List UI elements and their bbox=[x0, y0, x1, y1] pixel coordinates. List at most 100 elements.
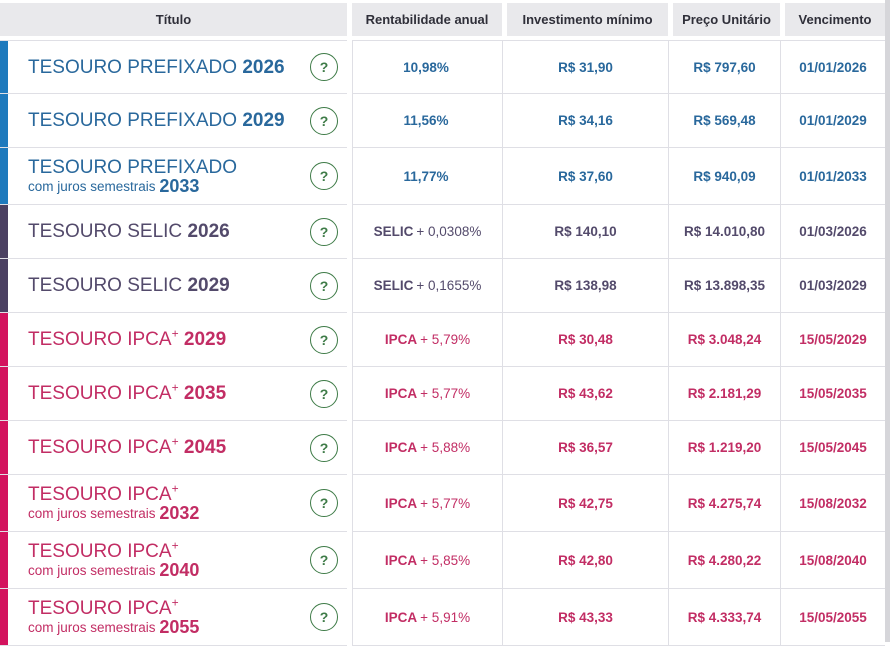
min-investment-cell: R$ 138,98 bbox=[502, 259, 668, 313]
bond-color-bar bbox=[0, 41, 8, 93]
bond-title-cell[interactable]: TESOURO IPCA+ 2035 ? bbox=[0, 367, 347, 421]
min-investment-cell: R$ 42,80 bbox=[502, 532, 668, 589]
rate-cell: 11,56% bbox=[352, 94, 502, 148]
help-icon[interactable]: ? bbox=[310, 325, 338, 354]
superscript-plus: + bbox=[171, 481, 179, 496]
bond-title-cell[interactable]: TESOURO PREFIXADO com juros semestrais 2… bbox=[0, 148, 347, 205]
rate-cell: IPCA + 5,85% bbox=[352, 532, 502, 589]
column-gap bbox=[347, 589, 352, 646]
rate-cell: 10,98% bbox=[352, 40, 502, 94]
column-gap bbox=[347, 421, 352, 475]
help-icon[interactable]: ? bbox=[310, 106, 338, 135]
help-icon[interactable]: ? bbox=[310, 217, 338, 246]
unit-price-cell: R$ 569,48 bbox=[668, 94, 780, 148]
bond-year: 2029 bbox=[187, 275, 230, 296]
bond-title-cell[interactable]: TESOURO SELIC 2029 ? bbox=[0, 259, 347, 313]
bond-title: TESOURO PREFIXADO bbox=[28, 157, 238, 178]
maturity-cell: 01/03/2026 bbox=[780, 205, 885, 259]
bond-title-cell[interactable]: TESOURO SELIC 2026 ? bbox=[0, 205, 347, 259]
min-investment-cell: R$ 140,10 bbox=[502, 205, 668, 259]
bond-title: TESOURO IPCA+ bbox=[28, 481, 179, 505]
min-investment-cell: R$ 43,33 bbox=[502, 589, 668, 646]
unit-price-cell: R$ 4.275,74 bbox=[668, 475, 780, 532]
column-header-preco: Preço Unitário bbox=[668, 3, 780, 36]
bond-color-bar bbox=[0, 205, 8, 258]
bond-title-cell[interactable]: TESOURO IPCA+ com juros semestrais 2055 … bbox=[0, 589, 347, 646]
column-gap bbox=[347, 313, 352, 367]
help-icon[interactable]: ? bbox=[310, 379, 338, 408]
unit-price-cell: R$ 14.010,80 bbox=[668, 205, 780, 259]
min-investment-cell: R$ 36,57 bbox=[502, 421, 668, 475]
unit-price-cell: R$ 2.181,29 bbox=[668, 367, 780, 421]
table-row: TESOURO PREFIXADO com juros semestrais 2… bbox=[0, 148, 885, 205]
bond-title: TESOURO PREFIXADO 2029 bbox=[28, 110, 285, 131]
table-row: TESOURO SELIC 2029 ? SELIC + 0,1655% R$ 1… bbox=[0, 259, 885, 313]
bond-title: TESOURO IPCA+ 2045 bbox=[28, 434, 227, 458]
unit-price-cell: R$ 1.219,20 bbox=[668, 421, 780, 475]
help-icon[interactable]: ? bbox=[310, 489, 338, 517]
maturity-cell: 15/08/2032 bbox=[780, 475, 885, 532]
unit-price-cell: R$ 940,09 bbox=[668, 148, 780, 205]
column-header-rentabilidade: Rentabilidade anual bbox=[352, 3, 502, 36]
table-row: TESOURO PREFIXADO 2026 ? 10,98% R$ 31,90… bbox=[0, 40, 885, 94]
table-row: TESOURO IPCA+ 2029 ? IPCA + 5,79% R$ 30,4… bbox=[0, 313, 885, 367]
bond-title-cell[interactable]: TESOURO IPCA+ 2045 ? bbox=[0, 421, 347, 475]
bond-year: 2032 bbox=[159, 503, 200, 523]
min-investment-cell: R$ 34,16 bbox=[502, 94, 668, 148]
help-icon[interactable]: ? bbox=[310, 162, 338, 190]
bond-color-bar bbox=[0, 259, 8, 312]
bond-year: 2029 bbox=[183, 329, 227, 350]
rate-cell: 11,77% bbox=[352, 148, 502, 205]
column-header-titulo: Título bbox=[0, 3, 347, 36]
bond-color-bar bbox=[0, 475, 8, 531]
bond-title: TESOURO IPCA+ 2035 bbox=[28, 380, 227, 404]
maturity-cell: 01/01/2026 bbox=[780, 40, 885, 94]
vertical-scrollbar[interactable] bbox=[885, 0, 890, 642]
maturity-cell: 15/05/2029 bbox=[780, 313, 885, 367]
bond-subtitle: com juros semestrais 2032 bbox=[28, 503, 200, 523]
bond-color-bar bbox=[0, 532, 8, 588]
bond-title-cell[interactable]: TESOURO IPCA+ 2029 ? bbox=[0, 313, 347, 367]
bond-title-cell[interactable]: TESOURO PREFIXADO 2029 ? bbox=[0, 94, 347, 148]
maturity-cell: 15/05/2035 bbox=[780, 367, 885, 421]
bond-year: 2033 bbox=[159, 176, 200, 196]
bond-color-bar bbox=[0, 367, 8, 420]
help-icon[interactable]: ? bbox=[310, 53, 338, 81]
table-row: TESOURO SELIC 2026 ? SELIC + 0,0308% R$ 1… bbox=[0, 205, 885, 259]
help-icon[interactable]: ? bbox=[310, 546, 338, 574]
min-investment-cell: R$ 30,48 bbox=[502, 313, 668, 367]
unit-price-cell: R$ 13.898,35 bbox=[668, 259, 780, 313]
bond-color-bar bbox=[0, 421, 8, 474]
column-gap bbox=[347, 148, 352, 205]
maturity-cell: 15/08/2040 bbox=[780, 532, 885, 589]
bond-title-cell[interactable]: TESOURO IPCA+ com juros semestrais 2040 … bbox=[0, 532, 347, 589]
bond-year: 2035 bbox=[183, 383, 227, 404]
maturity-cell: 15/05/2045 bbox=[780, 421, 885, 475]
min-investment-cell: R$ 37,60 bbox=[502, 148, 668, 205]
bond-year: 2029 bbox=[242, 110, 285, 131]
bond-subtitle: com juros semestrais 2055 bbox=[28, 617, 200, 637]
table-row: TESOURO PREFIXADO 2029 ? 11,56% R$ 34,16… bbox=[0, 94, 885, 148]
unit-price-cell: R$ 4.333,74 bbox=[668, 589, 780, 646]
help-icon[interactable]: ? bbox=[310, 271, 338, 300]
bond-title-cell[interactable]: TESOURO IPCA+ com juros semestrais 2032 … bbox=[0, 475, 347, 532]
help-icon[interactable]: ? bbox=[310, 433, 338, 462]
bond-title: TESOURO IPCA+ bbox=[28, 595, 179, 619]
table-row: TESOURO IPCA+ 2045 ? IPCA + 5,88% R$ 36,5… bbox=[0, 421, 885, 475]
bond-year: 2055 bbox=[159, 617, 200, 637]
rate-cell: IPCA + 5,77% bbox=[352, 475, 502, 532]
maturity-cell: 01/01/2029 bbox=[780, 94, 885, 148]
unit-price-cell: R$ 797,60 bbox=[668, 40, 780, 94]
column-gap bbox=[347, 367, 352, 421]
bond-year: 2026 bbox=[187, 221, 230, 242]
bond-title-cell[interactable]: TESOURO PREFIXADO 2026 ? bbox=[0, 40, 347, 94]
bond-title: TESOURO PREFIXADO 2026 bbox=[28, 56, 285, 78]
rate-cell: SELIC + 0,0308% bbox=[352, 205, 502, 259]
rate-cell: SELIC + 0,1655% bbox=[352, 259, 502, 313]
bond-color-bar bbox=[0, 148, 8, 204]
help-icon[interactable]: ? bbox=[310, 603, 338, 631]
header-gap bbox=[347, 0, 352, 36]
rate-cell: IPCA + 5,91% bbox=[352, 589, 502, 646]
maturity-cell: 01/03/2029 bbox=[780, 259, 885, 313]
maturity-cell: 01/01/2033 bbox=[780, 148, 885, 205]
